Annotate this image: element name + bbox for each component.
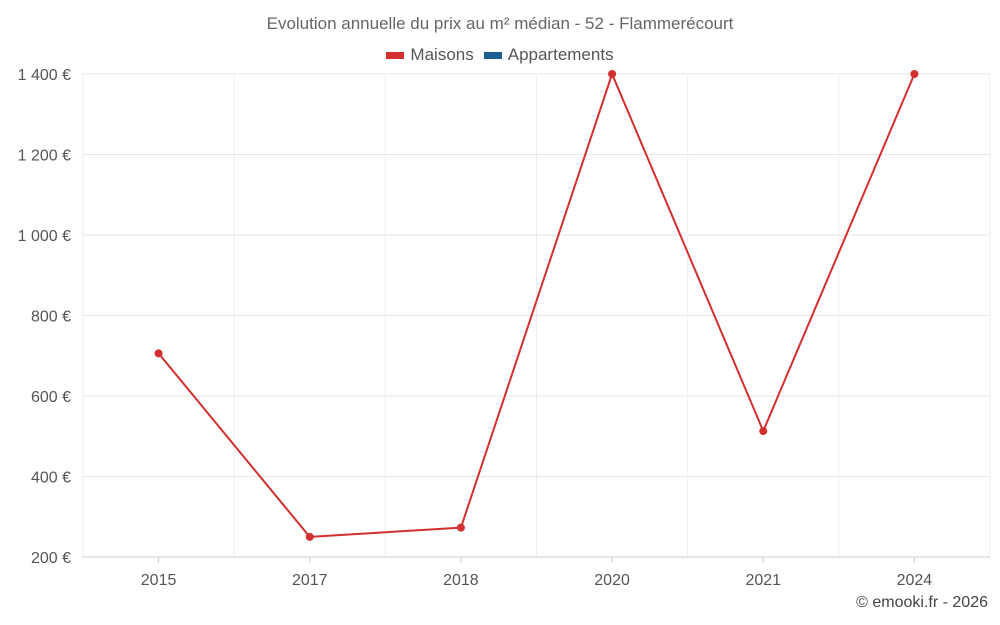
y-tick-label: 1 400 €	[18, 67, 71, 84]
series-line-maisons	[157, 73, 916, 538]
x-tick-label: 2018	[443, 572, 479, 589]
x-tick-label: 2024	[897, 572, 933, 589]
data-point	[456, 523, 465, 532]
legend-item-maisons[interactable]: Maisons	[386, 45, 474, 65]
x-tick-label: 2020	[594, 572, 630, 589]
y-tick-label: 600 €	[31, 389, 71, 406]
y-tick-label: 800 €	[31, 309, 71, 326]
data-point	[154, 349, 163, 358]
data-point	[305, 532, 314, 541]
chart-title: Evolution annuelle du prix au m² médian …	[266, 14, 734, 33]
legend-item-appartements[interactable]: Appartements	[483, 45, 614, 65]
x-tick-label: 2017	[292, 572, 328, 589]
y-tick-label: 1 200 €	[18, 148, 71, 165]
data-point	[759, 427, 768, 436]
legend-label-appartements: Appartements	[507, 45, 614, 64]
y-tick-label: 400 €	[31, 470, 71, 487]
legend-label-maisons: Maisons	[410, 45, 474, 64]
credit-text: © emooki.fr - 2026	[856, 594, 988, 611]
x-tick-label: 2015	[141, 572, 177, 589]
chart-legend: Maisons Appartements	[0, 45, 1000, 65]
y-tick-label: 1 000 €	[18, 228, 71, 245]
data-point	[608, 70, 617, 78]
x-tick-label: 2021	[745, 572, 781, 589]
legend-swatch-maisons	[386, 51, 405, 59]
legend-swatch-appartements	[483, 51, 502, 59]
data-point	[910, 70, 919, 78]
y-tick-label: 200 €	[31, 550, 71, 567]
